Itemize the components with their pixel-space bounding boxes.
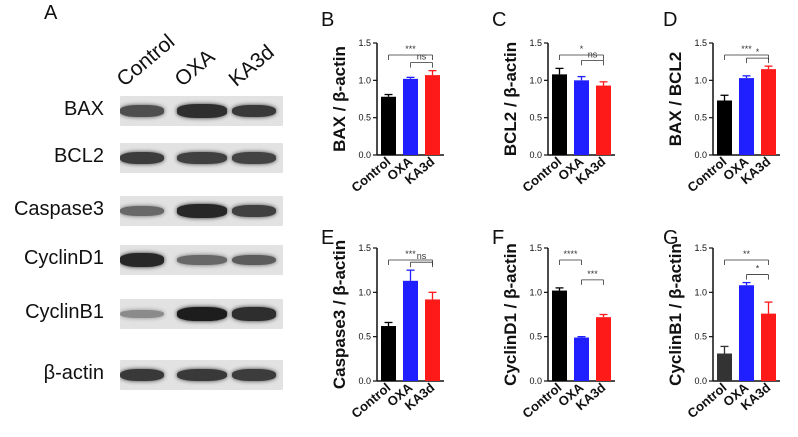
- bar-ka3d: [425, 299, 440, 381]
- bar-oxa: [403, 78, 418, 155]
- blot-band: [177, 204, 227, 218]
- y-tick-label: 0.0: [694, 150, 707, 160]
- blot-row-label: CyclinD1: [23, 247, 104, 269]
- significance-label: ***: [405, 44, 416, 54]
- y-tick-label: 0.5: [694, 113, 707, 123]
- bar-ka3d: [596, 85, 611, 155]
- blot-band: [120, 151, 164, 165]
- bar-ka3d: [596, 317, 611, 381]
- significance-label: ***: [741, 44, 752, 54]
- significance-label: ***: [587, 269, 598, 279]
- panel-letter: F: [492, 227, 504, 249]
- y-tick-label: 0.0: [358, 376, 371, 386]
- significance-label: ns: [417, 251, 427, 261]
- blot-band: [232, 204, 276, 218]
- y-axis-label: BAX / BCL2: [666, 52, 685, 146]
- blot-band: [120, 368, 164, 382]
- panel-letter: E: [321, 227, 334, 249]
- y-tick-label: 1.0: [694, 75, 707, 85]
- blot-strip: [120, 299, 283, 329]
- y-tick-label: 1.5: [358, 243, 371, 253]
- bar-oxa: [739, 285, 754, 381]
- panel-letter: G: [663, 227, 679, 249]
- y-tick-label: 0.5: [529, 332, 542, 342]
- blot-row-label: β-actin: [43, 362, 104, 384]
- significance-label: *: [756, 264, 760, 274]
- significance-label: ***: [405, 249, 416, 259]
- y-tick-label: 1.0: [529, 75, 542, 85]
- blot-band: [120, 205, 164, 217]
- blot-strip: [120, 96, 283, 126]
- bar-oxa: [574, 80, 589, 155]
- bar-control: [552, 74, 567, 155]
- y-tick-label: 0.0: [529, 376, 542, 386]
- panel-letter: C: [492, 9, 506, 31]
- blot-band: [120, 253, 164, 267]
- y-axis-label: Caspase3 / β-actin: [330, 240, 349, 389]
- blot-strip: [120, 360, 283, 390]
- significance-label: **: [743, 249, 751, 259]
- bar-ka3d: [761, 69, 776, 155]
- blot-row-label: CyclinB1: [25, 301, 104, 323]
- blot-band: [177, 307, 227, 321]
- bar-control: [381, 326, 396, 381]
- blot-band: [232, 104, 276, 118]
- bar-control: [552, 290, 567, 381]
- blot-band: [232, 151, 276, 165]
- bar-ka3d: [761, 313, 776, 381]
- y-tick-label: 1.5: [694, 38, 707, 48]
- significance-label: *: [756, 47, 760, 57]
- blot-band: [177, 104, 227, 118]
- y-tick-label: 1.5: [694, 243, 707, 253]
- blot-band: [232, 307, 276, 321]
- significance-label: ****: [563, 249, 578, 259]
- significance-label: ns: [588, 49, 598, 59]
- blot-band: [120, 309, 164, 319]
- y-tick-label: 0.5: [358, 332, 371, 342]
- y-tick-label: 1.0: [529, 287, 542, 297]
- blot-band: [120, 105, 164, 117]
- y-tick-label: 0.5: [529, 113, 542, 123]
- panel-letter: D: [663, 9, 677, 31]
- blot-row-label: Caspase3: [13, 198, 104, 220]
- y-axis-label: BCL2 / β-actin: [501, 42, 520, 156]
- bar-control: [381, 96, 396, 155]
- y-axis-label: CyclinB1 / β-actin: [666, 243, 685, 386]
- blot-row-label: BCL2: [53, 145, 104, 167]
- bar-control: [717, 100, 732, 155]
- y-tick-label: 1.5: [358, 38, 371, 48]
- y-tick-label: 0.0: [694, 376, 707, 386]
- y-axis-label: BAX / β-actin: [330, 46, 349, 152]
- bar-oxa: [403, 280, 418, 381]
- bar-ka3d: [425, 75, 440, 155]
- panel-letter-a: A: [44, 2, 58, 24]
- y-tick-label: 1.0: [358, 75, 371, 85]
- y-tick-label: 0.5: [358, 113, 371, 123]
- bar-oxa: [574, 337, 589, 381]
- blot-band: [177, 254, 227, 266]
- y-tick-label: 0.0: [529, 150, 542, 160]
- y-tick-label: 0.5: [694, 332, 707, 342]
- blot-band: [232, 254, 276, 266]
- panel-letter: B: [321, 9, 334, 31]
- y-tick-label: 1.5: [529, 38, 542, 48]
- y-axis-label: CyclinD1 / β-actin: [501, 243, 520, 386]
- blot-band: [177, 151, 227, 165]
- blot-strip: [120, 196, 283, 226]
- blot-strip: [120, 143, 283, 173]
- y-tick-label: 0.0: [358, 150, 371, 160]
- blot-strip: [120, 245, 283, 275]
- blot-band: [177, 368, 227, 382]
- y-tick-label: 1.0: [694, 287, 707, 297]
- y-tick-label: 1.5: [529, 243, 542, 253]
- significance-label: ns: [417, 52, 427, 62]
- y-tick-label: 1.0: [358, 287, 371, 297]
- blot-band: [232, 368, 276, 382]
- bar-control: [717, 353, 732, 381]
- blot-row-label: BAX: [63, 98, 104, 120]
- bar-oxa: [739, 78, 754, 155]
- significance-label: *: [580, 44, 584, 54]
